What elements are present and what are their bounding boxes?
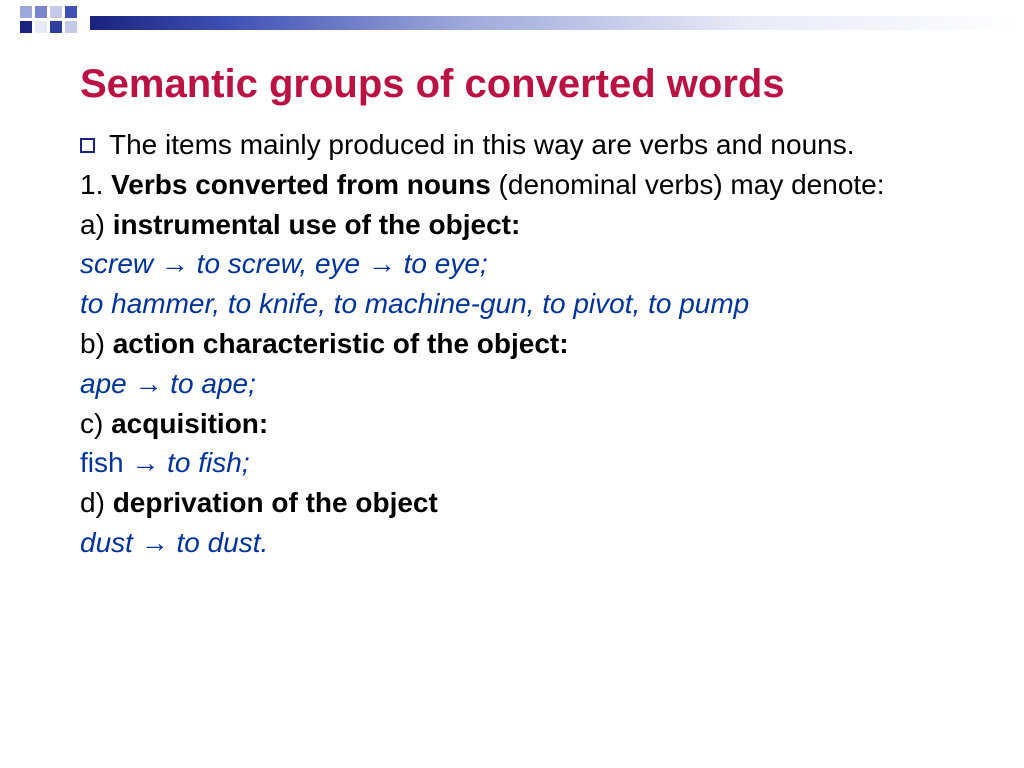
example-a2: to hammer, to knife, to machine-gun, to … — [80, 285, 964, 323]
item-d: d) deprivation of the object — [80, 484, 964, 522]
item-a: a) instrumental use of the object: — [80, 206, 964, 244]
square — [35, 21, 47, 33]
c-prefix: c) — [80, 408, 111, 439]
decoration-gradient — [90, 16, 1024, 30]
item-c-bold: acquisition: — [111, 408, 268, 439]
example-c: fish → to fish; — [80, 444, 964, 482]
item-1: 1. Verbs converted from nouns (denominal… — [80, 166, 964, 204]
example-c-plain: fish — [80, 447, 131, 478]
square — [50, 6, 62, 18]
square — [50, 21, 62, 33]
b-prefix: b) — [80, 328, 113, 359]
square — [65, 21, 77, 33]
square — [20, 6, 32, 18]
square — [65, 6, 77, 18]
item-d-bold: deprivation of the object — [113, 487, 438, 518]
example-d: dust → to dust. — [80, 524, 964, 562]
item-c: c) acquisition: — [80, 405, 964, 443]
item-a-bold: instrumental use of the object: — [113, 209, 521, 240]
example-a1: screw → to screw, eye → to eye; — [80, 245, 964, 283]
decoration-squares — [20, 6, 77, 33]
intro-text: The items mainly produced in this way ar… — [80, 126, 964, 164]
example-b: ape → to ape; — [80, 365, 964, 403]
slide-content: Semantic groups of converted words The i… — [0, 40, 1024, 584]
square — [20, 21, 32, 33]
a-prefix: a) — [80, 209, 113, 240]
num-prefix: 1. — [80, 169, 111, 200]
slide-title: Semantic groups of converted words — [80, 60, 964, 108]
example-c-italic: → to fish; — [131, 447, 249, 478]
item-1-post: (denominal verbs) may denote: — [491, 169, 885, 200]
header-decoration — [0, 0, 1024, 40]
square — [35, 6, 47, 18]
d-prefix: d) — [80, 487, 113, 518]
item-b: b) action characteristic of the object: — [80, 325, 964, 363]
item-b-bold: action characteristic of the object: — [113, 328, 569, 359]
item-1-bold: Verbs converted from nouns — [111, 169, 491, 200]
